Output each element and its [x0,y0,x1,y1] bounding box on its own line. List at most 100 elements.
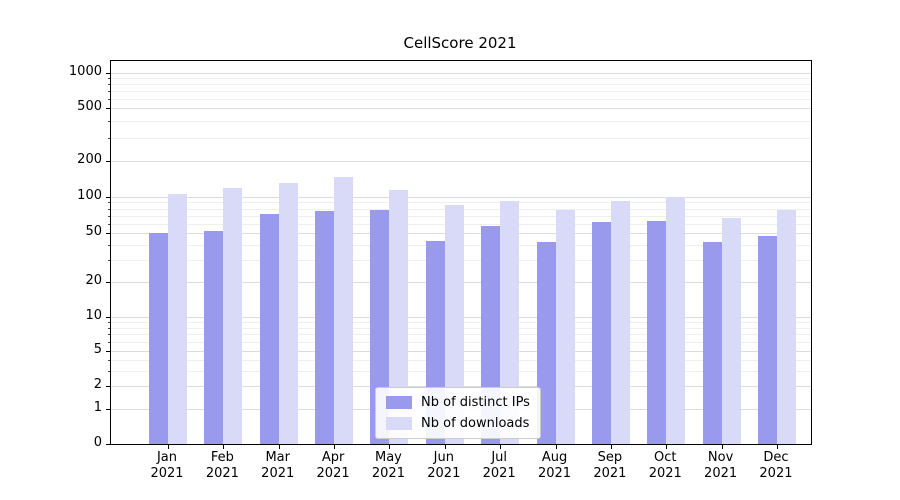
y-minor-tick [108,260,110,262]
y-tick [106,282,110,283]
bar-nb-of-distinct-ips-sep [591,221,611,444]
y-tick-label: 10 [85,308,102,323]
y-tick-label: 1 [93,400,102,415]
bar-nb-of-downloads-jun [444,205,464,444]
x-tick [334,444,336,449]
y-tick [106,386,110,387]
x-tick-label-apr: Apr 2021 [317,450,350,482]
bar-nb-of-downloads-jan [168,194,187,444]
bar-nb-of-downloads-feb [223,187,243,444]
x-tick [500,444,502,449]
bar-nb-of-downloads-mar [278,183,298,444]
y-tick [106,73,110,74]
x-tick-year: 2021 [759,466,793,481]
x-tick-year: 2021 [427,466,461,481]
x-tick [776,444,778,449]
x-tick-year: 2021 [482,466,516,481]
y-minor-tick [108,78,110,80]
y-tick-label: 50 [85,224,102,239]
x-tick-month: Sep [597,450,623,465]
y-tick [106,351,110,352]
bar-nb-of-distinct-ips-oct [647,220,667,444]
plot-area: Nb of distinct IPs Nb of downloads [106,60,812,449]
x-tick [278,444,280,449]
x-tick-label-nov: Nov 2021 [704,450,737,482]
x-tick-label-may: May 2021 [372,450,405,482]
major-gridline [111,108,811,109]
x-tick-month: Oct [653,450,677,465]
x-tick-month: Jul [491,450,507,465]
x-tick-month: Jun [433,450,454,465]
minor-gridline [111,91,811,92]
bar-nb-of-downloads-dec [776,209,796,444]
y-tick-label: 500 [77,99,102,114]
legend-label: Nb of distinct IPs [421,395,530,410]
legend-entry-nb-of-distinct-ips: Nb of distinct IPs [386,395,530,410]
y-tick [106,161,110,162]
y-tick-label: 1000 [68,64,102,79]
y-minor-tick [108,327,110,329]
x-tick [223,444,225,449]
chart-title: CellScore 2021 [403,34,517,52]
x-tick-month: Mar [265,450,290,465]
bar-nb-of-distinct-ips-may [370,209,390,444]
x-tick-year: 2021 [371,466,405,481]
x-tick-label-dec: Dec 2021 [759,450,792,482]
x-tick [721,444,723,449]
legend: Nb of distinct IPs Nb of downloads [375,387,541,439]
x-tick-year: 2021 [704,466,738,481]
y-tick-label: 100 [77,188,102,203]
x-tick-year: 2021 [205,466,239,481]
y-minor-tick [108,91,110,92]
major-gridline [111,73,811,74]
x-tick-month: May [374,450,402,465]
major-gridline [111,161,811,162]
minor-gridline [111,84,811,86]
y-minor-tick [108,322,110,324]
y-minor-tick [108,137,110,139]
bar-nb-of-downloads-may [389,189,409,444]
y-minor-tick [108,215,110,217]
y-minor-tick [108,208,110,210]
bar-nb-of-downloads-jul [500,201,520,444]
y-tick [106,444,110,445]
minor-gridline [111,120,811,122]
x-tick-label-jun: Jun 2021 [427,450,460,482]
bar-nb-of-distinct-ips-apr [315,211,335,444]
y-minor-tick [108,334,110,336]
bar-nb-of-downloads-apr [334,176,354,444]
bar-nb-of-distinct-ips-feb [204,230,224,444]
x-tick-month: Feb [210,450,234,465]
x-tick-month: Aug [541,450,568,465]
y-tick [106,233,110,234]
x-tick-label-jan: Jan 2021 [150,450,183,482]
major-gridline [111,197,811,198]
y-minor-tick [108,98,110,100]
x-tick-label-mar: Mar 2021 [261,450,294,482]
bar-nb-of-distinct-ips-jan [149,233,168,444]
y-tick [106,317,110,318]
y-tick-label: 2 [93,377,102,392]
y-tick-label: 20 [85,273,102,288]
y-tick-label: 0 [93,435,102,450]
x-tick [555,444,557,449]
y-minor-tick [108,244,110,246]
x-tick-month: Dec [763,450,789,465]
x-tick-month: Apr [321,450,345,465]
x-tick [666,444,668,449]
x-tick-label-sep: Sep 2021 [593,450,626,482]
x-tick-year: 2021 [593,466,627,481]
bar-nb-of-distinct-ips-nov [702,242,722,444]
x-tick-month: Jan [156,450,178,465]
x-tick-year: 2021 [316,466,350,481]
bar-nb-of-downloads-oct [666,197,686,444]
x-tick [168,444,169,449]
minor-gridline [111,137,811,139]
x-tick [444,444,446,449]
bar-nb-of-distinct-ips-mar [259,214,279,444]
minor-gridline [111,202,811,204]
y-minor-tick [108,84,110,86]
x-tick [389,444,391,449]
y-tick [106,108,110,109]
